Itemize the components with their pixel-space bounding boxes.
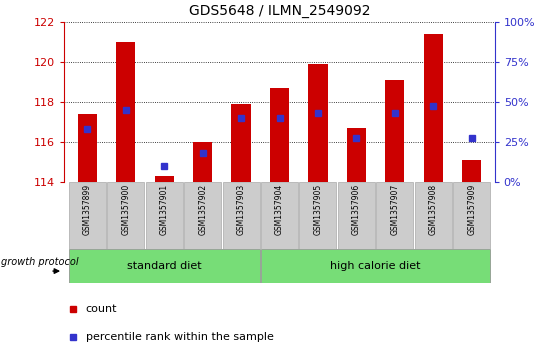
Text: GSM1357902: GSM1357902	[198, 184, 207, 234]
Bar	[338, 182, 375, 249]
Text: GSM1357903: GSM1357903	[236, 184, 245, 235]
Bar	[261, 182, 298, 249]
Bar	[453, 182, 490, 249]
Bar	[270, 87, 289, 182]
Text: GSM1357904: GSM1357904	[275, 184, 284, 235]
Text: GSM1357908: GSM1357908	[429, 184, 438, 234]
Text: count: count	[86, 304, 117, 314]
Text: standard diet: standard diet	[127, 261, 201, 271]
Text: high calorie diet: high calorie diet	[330, 261, 421, 271]
Text: GSM1357907: GSM1357907	[390, 184, 399, 235]
Bar	[462, 160, 481, 182]
Text: GSM1357906: GSM1357906	[352, 184, 361, 235]
Bar	[261, 249, 490, 283]
Bar	[424, 34, 443, 182]
Bar	[193, 142, 212, 182]
Bar	[184, 182, 221, 249]
Bar	[222, 182, 259, 249]
Text: percentile rank within the sample: percentile rank within the sample	[86, 333, 274, 342]
Bar	[231, 103, 250, 182]
Bar	[347, 127, 366, 182]
Bar	[69, 249, 259, 283]
Title: GDS5648 / ILMN_2549092: GDS5648 / ILMN_2549092	[189, 4, 370, 18]
Text: GSM1357899: GSM1357899	[83, 184, 92, 234]
Text: GSM1357900: GSM1357900	[121, 184, 130, 235]
Bar	[69, 182, 106, 249]
Bar	[309, 64, 328, 182]
Bar	[116, 42, 135, 182]
Bar	[385, 80, 404, 182]
Bar	[78, 114, 97, 182]
Text: growth protocol: growth protocol	[1, 257, 79, 268]
Text: GSM1357909: GSM1357909	[467, 184, 476, 235]
Bar	[146, 182, 183, 249]
Text: GSM1357901: GSM1357901	[160, 184, 169, 234]
Bar	[376, 182, 413, 249]
Bar	[300, 182, 337, 249]
Bar	[415, 182, 452, 249]
Bar	[155, 176, 174, 182]
Text: GSM1357905: GSM1357905	[314, 184, 323, 235]
Bar	[107, 182, 144, 249]
